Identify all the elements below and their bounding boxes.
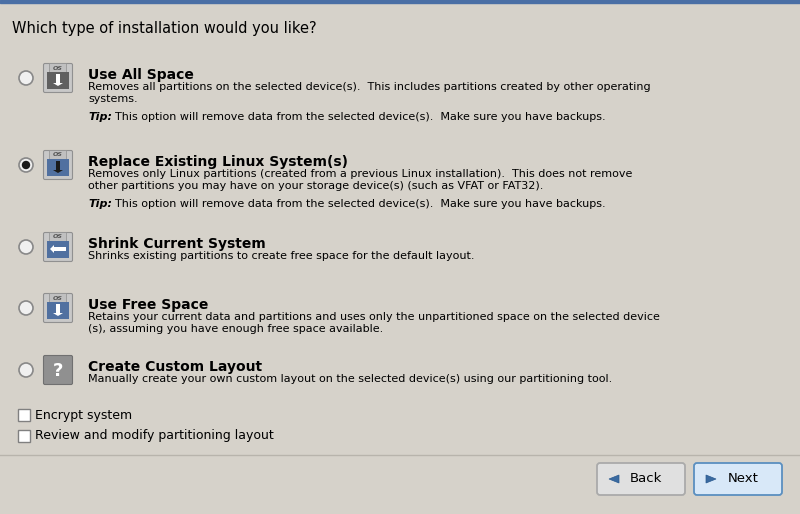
Circle shape	[19, 301, 33, 315]
Bar	[47, 241, 69, 258]
FancyBboxPatch shape	[43, 356, 73, 384]
Text: Manually create your own custom layout on the selected device(s) using our parti: Manually create your own custom layout o…	[88, 374, 612, 384]
Bar	[18, 409, 30, 421]
Circle shape	[19, 158, 33, 172]
Text: Removes only Linux partitions (created from a previous Linux installation).  Thi: Removes only Linux partitions (created f…	[88, 169, 632, 179]
Polygon shape	[50, 245, 54, 253]
FancyBboxPatch shape	[694, 463, 782, 495]
Circle shape	[19, 363, 33, 377]
FancyBboxPatch shape	[43, 293, 73, 322]
FancyBboxPatch shape	[597, 463, 685, 495]
Bar	[54, 247, 66, 251]
FancyBboxPatch shape	[50, 232, 66, 242]
Text: Create Custom Layout: Create Custom Layout	[88, 360, 262, 374]
Bar	[56, 161, 60, 170]
FancyBboxPatch shape	[43, 64, 73, 93]
Polygon shape	[706, 475, 716, 483]
Text: Replace Existing Linux System(s): Replace Existing Linux System(s)	[88, 155, 348, 169]
Text: OS: OS	[53, 234, 63, 240]
Text: other partitions you may have on your storage device(s) (such as VFAT or FAT32).: other partitions you may have on your st…	[88, 181, 543, 191]
Bar	[56, 74, 60, 83]
Text: OS: OS	[53, 153, 63, 157]
Text: (s), assuming you have enough free space available.: (s), assuming you have enough free space…	[88, 324, 383, 334]
Text: Retains your current data and partitions and uses only the unpartitioned space o: Retains your current data and partitions…	[88, 312, 660, 322]
Polygon shape	[53, 170, 63, 173]
Circle shape	[19, 240, 33, 254]
Text: Next: Next	[727, 472, 758, 486]
Bar	[47, 72, 69, 89]
Bar	[47, 302, 69, 319]
Bar	[18, 430, 30, 442]
FancyBboxPatch shape	[50, 64, 66, 72]
Text: Shrink Current System: Shrink Current System	[88, 237, 266, 251]
FancyBboxPatch shape	[43, 232, 73, 262]
Bar	[0, 0, 800, 3]
Polygon shape	[53, 83, 63, 86]
Polygon shape	[53, 313, 63, 316]
Text: Removes all partitions on the selected device(s).  This includes partitions crea: Removes all partitions on the selected d…	[88, 82, 650, 92]
Text: Encrypt system: Encrypt system	[35, 409, 132, 421]
Polygon shape	[609, 475, 619, 483]
Text: This option will remove data from the selected device(s).  Make sure you have ba: This option will remove data from the se…	[115, 112, 606, 122]
Text: Shrinks existing partitions to create free space for the default layout.: Shrinks existing partitions to create fr…	[88, 251, 474, 261]
Bar	[47, 159, 69, 176]
FancyBboxPatch shape	[43, 151, 73, 179]
Text: Review and modify partitioning layout: Review and modify partitioning layout	[35, 430, 274, 443]
Text: Back: Back	[630, 472, 662, 486]
Bar	[56, 304, 60, 313]
Text: Tip:: Tip:	[88, 112, 112, 122]
FancyBboxPatch shape	[50, 293, 66, 303]
Circle shape	[22, 161, 30, 169]
Text: Tip:: Tip:	[88, 199, 112, 209]
Text: Which type of installation would you like?: Which type of installation would you lik…	[12, 21, 317, 35]
Text: This option will remove data from the selected device(s).  Make sure you have ba: This option will remove data from the se…	[115, 199, 606, 209]
FancyBboxPatch shape	[50, 151, 66, 159]
Text: Use Free Space: Use Free Space	[88, 298, 208, 312]
Text: systems.: systems.	[88, 94, 138, 104]
Circle shape	[19, 71, 33, 85]
Text: OS: OS	[53, 296, 63, 301]
Text: Use All Space: Use All Space	[88, 68, 194, 82]
Text: OS: OS	[53, 65, 63, 70]
Text: ?: ?	[53, 362, 63, 380]
